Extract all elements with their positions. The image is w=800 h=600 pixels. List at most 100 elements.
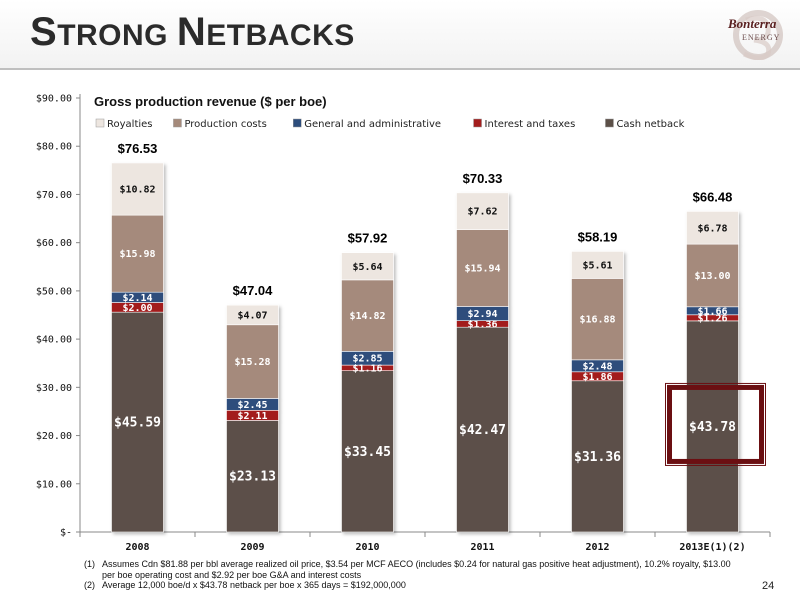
segment-label: $10.82 [119, 185, 155, 196]
title-part: N [176, 10, 207, 54]
segment-label: $16.88 [579, 315, 615, 326]
y-tick-label: $70.00 [36, 190, 72, 201]
segment-label: $43.78 [689, 420, 736, 435]
segment-label: $1.66 [697, 306, 727, 317]
segment-label: $2.45 [237, 400, 267, 411]
segment-label: $7.62 [467, 207, 497, 218]
bar-segment [226, 324, 279, 399]
bar-segment [456, 326, 509, 533]
y-tick-label: $90.00 [36, 94, 72, 105]
x-tick-label: 2011 [470, 542, 494, 553]
segment-label: $31.36 [574, 450, 621, 465]
y-tick-label: $30.00 [36, 383, 72, 394]
bar-segment [571, 251, 624, 279]
segment-label: $2.48 [582, 361, 612, 372]
bar-segment [341, 279, 394, 352]
title-divider [0, 68, 800, 70]
segment-label: $1.36 [467, 319, 497, 330]
total-label: $66.48 [693, 189, 733, 204]
segment-label: $2.00 [122, 303, 152, 314]
y-tick-label: $40.00 [36, 335, 72, 346]
footnote: (1) Assumes Cdn $81.88 per bbl average r… [84, 559, 744, 580]
legend-label: General and administrative [304, 119, 441, 130]
total-label: $76.53 [118, 141, 158, 156]
segment-label: $1.86 [582, 372, 612, 383]
y-tick-label: $60.00 [36, 238, 72, 249]
bar-segment [686, 243, 739, 308]
bar-segment [571, 278, 624, 361]
bar-segment [341, 252, 394, 281]
segment-label: $6.78 [697, 223, 727, 234]
bar-segment [686, 320, 739, 533]
x-tick-label: 2009 [240, 542, 264, 553]
footnote-number: (2) [84, 580, 95, 590]
bar-segment [111, 311, 164, 533]
footnote: (2) Average 12,000 boe/d x $43.78 netbac… [84, 580, 744, 591]
title-band [0, 0, 800, 68]
legend: Royalties Production costs General and adm… [95, 118, 685, 130]
title-part: TRONG [57, 19, 177, 52]
logo-name: Bonterra [728, 16, 777, 31]
highlight-outline [665, 382, 766, 466]
bar-segment [341, 370, 394, 533]
company-logo [733, 10, 783, 60]
total-label: $47.04 [233, 283, 274, 298]
highlight-frame [667, 384, 764, 464]
x-axis: 2008 2009 2010 2011 2012 2013E(1)(2) [79, 531, 771, 553]
segment-label: $14.82 [349, 311, 385, 322]
segment-label: $42.47 [459, 423, 506, 438]
legend-swatch [293, 118, 302, 128]
legend-swatch [605, 118, 614, 128]
x-tick-label: 2012 [585, 542, 609, 553]
bar-stack [686, 211, 739, 533]
bar-stack [111, 162, 164, 533]
legend-label: Production costs [184, 119, 266, 130]
bar-segment [111, 162, 164, 216]
bar-segment [456, 192, 509, 230]
total-label: $57.92 [348, 231, 388, 246]
bar-stack [456, 192, 509, 533]
legend-swatch [173, 118, 182, 128]
segment-label: $4.07 [237, 310, 267, 321]
segment-label: $33.45 [344, 445, 391, 460]
segment-label: $2.94 [467, 309, 497, 320]
slide-title: STRONG NETBACKS [30, 10, 355, 55]
segment-label: $2.11 [237, 411, 267, 422]
bar-segment [686, 211, 739, 245]
x-tick-label: 2013E(1)(2) [679, 542, 745, 553]
y-tick-label: $80.00 [36, 142, 72, 153]
bar-segment [226, 420, 279, 533]
data-labels: $45.59 $2.00$2.14 $15.98 $10.82 $76.53 $23.13… [114, 141, 736, 485]
segment-label: $1.26 [697, 313, 727, 324]
footnote-text: Average 12,000 boe/d x $43.78 netback pe… [102, 580, 406, 590]
bars [111, 162, 739, 533]
x-tick-label: 2010 [355, 542, 379, 553]
segment-label: $5.64 [352, 262, 382, 273]
segment-label: $15.98 [119, 249, 155, 260]
segment-label: $45.59 [114, 416, 161, 431]
highlight-box [665, 382, 766, 466]
bar-segment [456, 229, 509, 307]
y-axis: $- $10.00 $20.00 $30.00 $40.00 $50.00 $60.00 $7… [36, 94, 81, 539]
segment-label: $13.00 [694, 271, 730, 282]
y-tick-label: $10.00 [36, 479, 72, 490]
segment-label: $5.61 [582, 260, 612, 271]
total-label: $70.33 [463, 171, 503, 186]
footnote-number: (1) [84, 559, 95, 569]
legend-label: Royalties [107, 119, 153, 130]
footnotes: (1) Assumes Cdn $81.88 per bbl average r… [84, 559, 744, 591]
bar-stack [341, 252, 394, 533]
segment-label: $1.16 [352, 363, 382, 374]
total-label: $58.19 [578, 229, 618, 244]
segment-label: $15.28 [234, 357, 270, 368]
title-part: ETBACKS [206, 19, 355, 52]
logo-subtitle: ENERGY [742, 33, 781, 42]
footnote-text: Assumes Cdn $81.88 per bbl average reali… [102, 559, 731, 580]
segment-label: $23.13 [229, 470, 276, 485]
bar-segment [111, 214, 164, 293]
legend-swatch [473, 118, 482, 128]
bar-stack [571, 251, 624, 533]
legend-label: Cash netback [616, 119, 684, 130]
bar-stack [226, 304, 279, 533]
bar-segment [226, 304, 279, 326]
